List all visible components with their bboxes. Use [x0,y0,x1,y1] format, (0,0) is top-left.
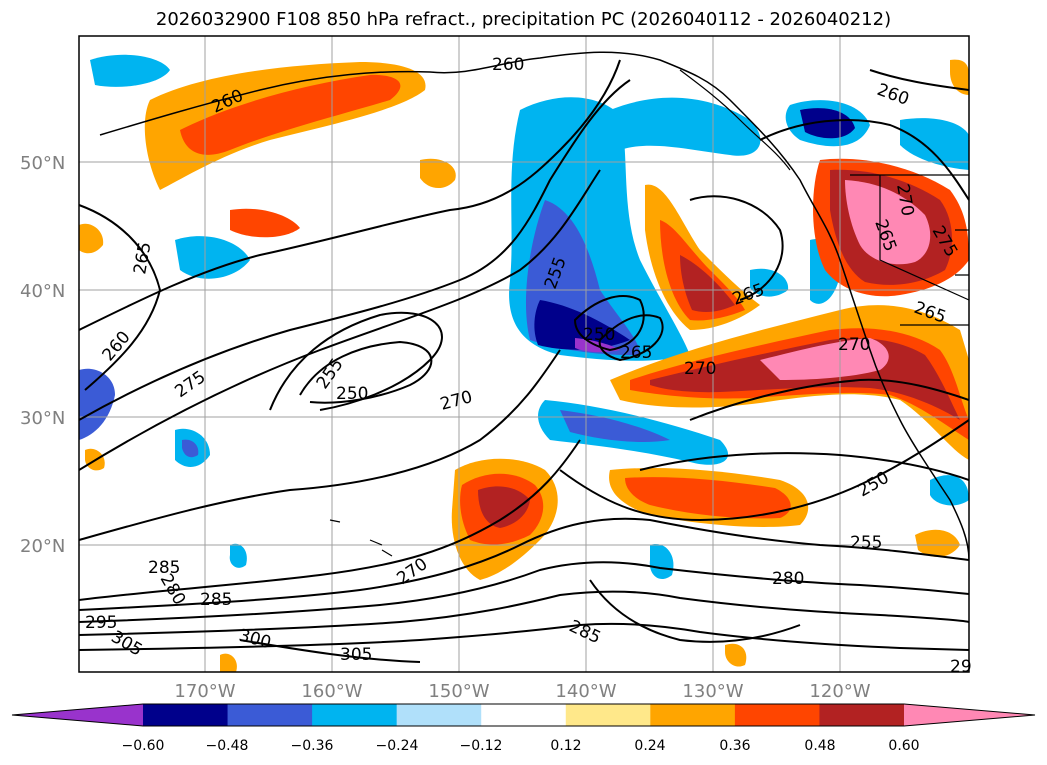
precip-pos-region [725,643,747,667]
precip-pos-region [420,158,456,189]
colorbar-segment [312,704,398,726]
precip-neg-region [603,97,761,156]
colorbar-segment [565,704,651,726]
precip-pos-region [915,529,960,557]
precip-pos-region [950,59,969,95]
lat-label: 50°N [20,153,65,174]
contour-label: 260 [492,55,524,75]
refractivity-contours [79,59,969,663]
colorbar-segment [12,704,143,726]
colorbar-tick-label: −0.24 [376,738,419,754]
precip-neg-region [90,54,170,87]
colorbar-tick-label: −0.48 [206,738,249,754]
colorbar-segment [396,704,482,726]
precip-neg-region [175,236,250,279]
precip-pos-region [845,180,931,265]
precip-pos-region [230,208,300,238]
precip-neg-region [229,543,247,568]
lat-label: 20°N [20,536,65,557]
contour-label: 265 [620,343,652,363]
colorbar-segment [904,704,1035,726]
latitude-labels: 50°N 40°N 30°N 20°N [20,153,65,557]
lon-label: 160°W [301,681,362,702]
colorbar-tick-label: −0.12 [460,738,503,754]
precip-neg-region [900,118,969,170]
lat-label: 40°N [20,281,65,302]
precip-neg-region [649,544,674,580]
contour-label: 250 [336,384,368,404]
colorbar-segment [143,704,229,726]
contour-label: 250 [583,325,615,345]
contour-label: 270 [684,359,716,379]
colorbar-tick-label: 0.48 [804,738,835,754]
colorbar-segment [481,704,567,726]
contour-label: 280 [772,569,804,589]
map-title: 2026032900 F108 850 hPa refract., precip… [155,9,892,30]
precip-neg-region [534,300,630,350]
colorbar [11,703,1036,727]
contour-label: 305 [340,645,372,665]
precip-pos-region [180,74,401,155]
colorbar-segment [650,704,736,726]
contour-label: 270 [838,335,870,355]
precip-pos-region [625,477,791,519]
filled-anomaly-layer [79,54,969,672]
contour-label: 255 [850,533,882,553]
colorbar-tick-labels: −0.60 −0.48 −0.36 −0.24 −0.12 0.12 0.24 … [122,738,920,754]
precip-pos-region [220,653,237,672]
lon-label: 170°W [174,681,235,702]
colorbar-tick-label: 0.36 [719,738,750,754]
precip-pos-region [79,223,104,254]
contour-label: 285 [148,558,180,578]
precip-pos-region [760,338,889,380]
contour-label: 285 [200,590,232,610]
graticule [79,36,969,672]
lon-label: 130°W [682,681,743,702]
colorbar-outline [11,703,1036,727]
precip-neg-region [560,410,670,443]
precip-neg-region [182,439,199,458]
colorbar-segment [819,704,905,726]
map-frame [78,35,970,673]
lon-label: 120°W [809,681,870,702]
colorbar-segment [734,704,820,726]
lon-label: 150°W [428,681,489,702]
longitude-labels: 170°W 160°W 150°W 140°W 130°W 120°W [174,681,870,702]
colorbar-tick-label: −0.36 [291,738,334,754]
colorbar-tick-label: 0.12 [550,738,581,754]
lat-label: 30°N [20,408,65,429]
colorbar-tick-label: 0.24 [634,738,665,754]
lon-label: 140°W [555,681,616,702]
colorbar-segment [227,704,313,726]
coastlines [99,51,969,561]
colorbar-tick-label: 0.60 [888,738,919,754]
contour-label: 295 [85,613,117,633]
colorbar-tick-label: −0.60 [122,738,165,754]
precip-pos-region [680,255,735,313]
precip-neg-region [800,108,855,139]
precip-neg-region [930,475,969,506]
precip-pos-region [478,486,530,528]
